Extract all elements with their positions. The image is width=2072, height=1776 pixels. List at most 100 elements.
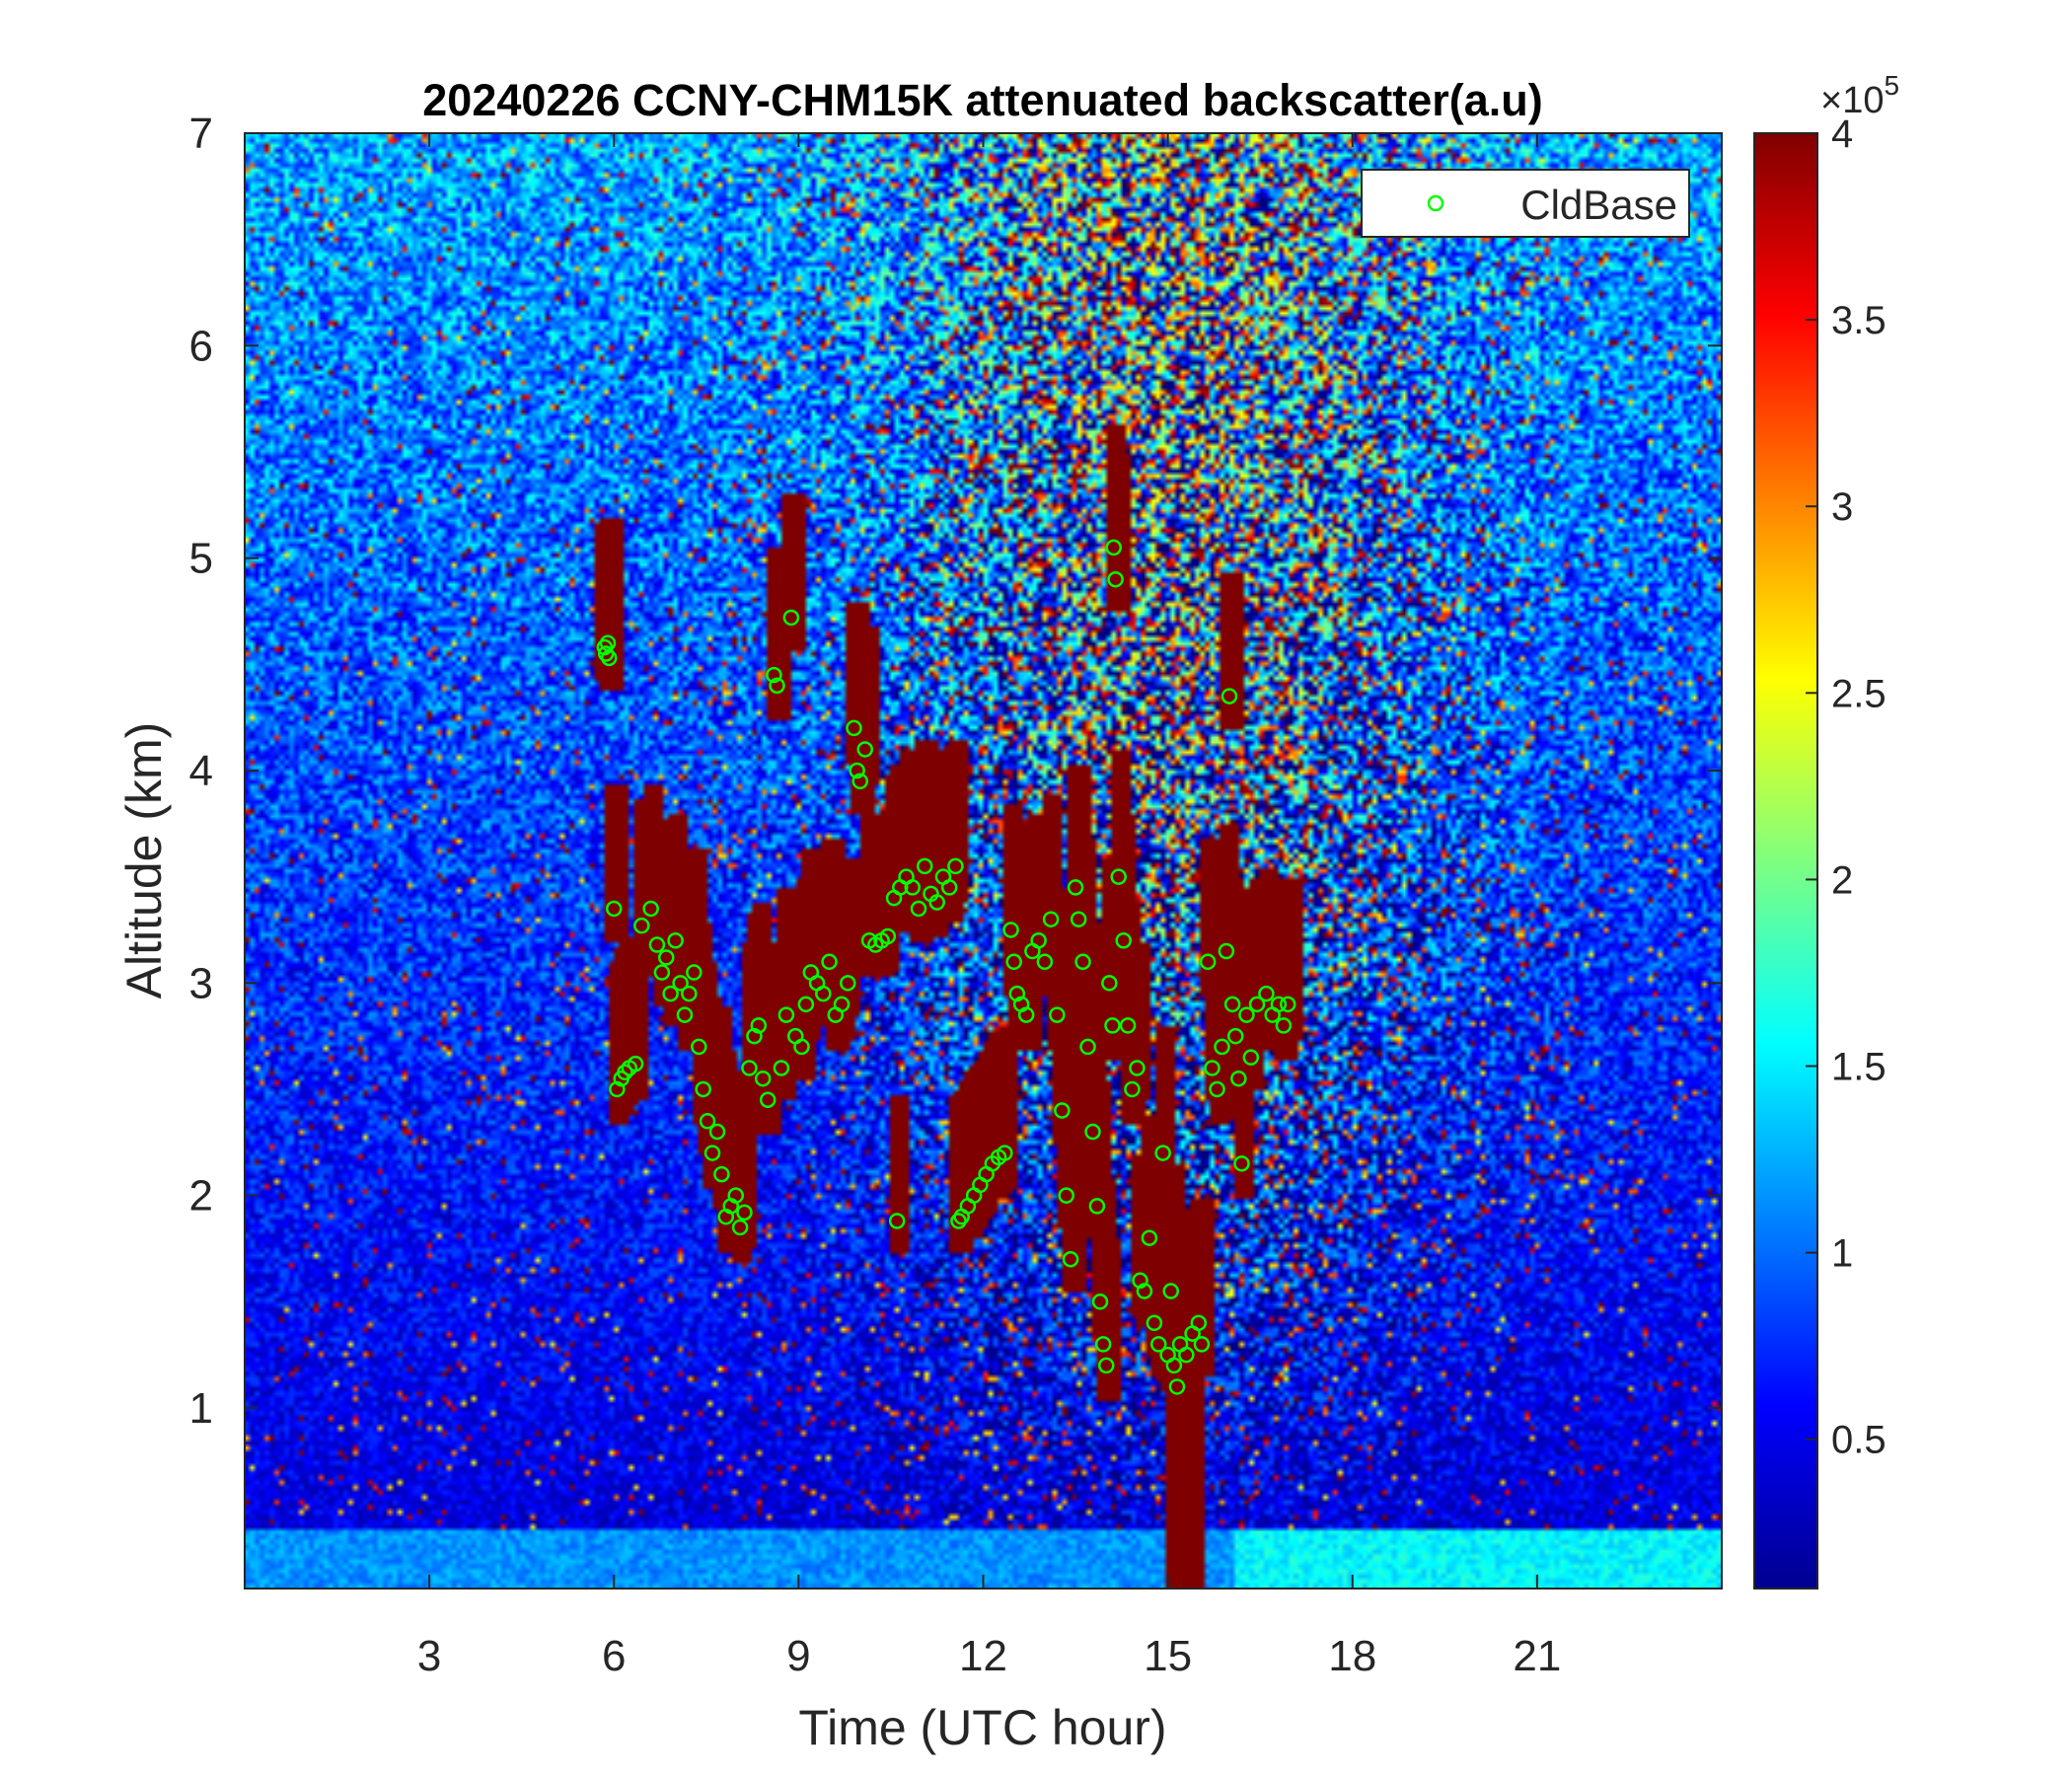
cloud-base-point	[1062, 1250, 1079, 1268]
colorbar-tick-label: 4	[1831, 112, 1853, 156]
cloud-base-point	[703, 1145, 721, 1161]
colorbar: 0.5 1 1.5 2 2.5 3 3.5 4 ×105	[1753, 70, 1899, 1590]
cloud-base-point	[741, 1060, 758, 1076]
cloud-base-point	[1178, 1346, 1195, 1364]
cloud-base-point	[1070, 911, 1087, 927]
cloud-base-point	[1168, 1378, 1186, 1395]
x-tick-label: 3	[417, 1632, 441, 1680]
cloud-base-point	[815, 985, 832, 1002]
cloud-base-point	[766, 666, 782, 684]
cloud-base-point	[642, 900, 659, 918]
cloud-base-point	[672, 975, 689, 992]
cloud-base-point	[1049, 1006, 1066, 1023]
colorbar-gradient	[1753, 132, 1818, 1590]
cloud-base-point	[1154, 1145, 1171, 1161]
cloud-base-point	[1242, 1049, 1260, 1066]
colorbar-tick-label: 2.5	[1831, 672, 1887, 715]
x-tick-label: 9	[786, 1632, 810, 1680]
cloud-base-point	[1074, 953, 1091, 971]
legend: CldBase	[1361, 169, 1690, 238]
cloud-base-point	[940, 879, 958, 896]
cloud-base-point	[777, 1006, 795, 1023]
cloud-base-point	[1091, 1294, 1109, 1310]
cloud-base-point	[1136, 1283, 1153, 1299]
cloud-base-point	[601, 649, 618, 667]
cloud-base-point	[1084, 1123, 1101, 1141]
x-tick-label: 18	[1328, 1632, 1376, 1680]
cloud-base-point	[1119, 1017, 1137, 1034]
cloud-base-point	[754, 1070, 772, 1087]
cloud-base-point	[916, 857, 933, 875]
cloud-base-point	[910, 900, 927, 918]
cloud-base-point	[1150, 1336, 1167, 1353]
x-axis-label: Time (UTC hour)	[798, 1700, 1166, 1755]
cloud-base-point	[1270, 996, 1288, 1013]
y-tick-label: 5	[189, 535, 213, 583]
colorbar-exponent-base: ×10	[1820, 80, 1884, 121]
colorbar-tick-label: 3.5	[1831, 299, 1887, 342]
cloud-base-point	[699, 1113, 716, 1130]
cloud-base-point	[1036, 953, 1054, 971]
cloud-base-point	[1275, 1017, 1293, 1034]
y-axis-label: Altitude (km)	[116, 722, 172, 999]
cloud-base-point	[1280, 996, 1296, 1013]
cloud-base-point	[849, 762, 865, 779]
cloud-base-point	[667, 931, 684, 949]
legend-entry-label: CldBase	[1520, 182, 1677, 228]
cloud-base-point	[662, 985, 679, 1002]
cloud-base-point	[1214, 1038, 1230, 1056]
cloud-base-point	[731, 1219, 749, 1236]
y-tick-label: 1	[189, 1384, 213, 1433]
cloud-base-point	[782, 609, 800, 627]
cloud-base-point	[1258, 985, 1275, 1002]
cloud-base-point	[1248, 996, 1266, 1013]
cloud-base-point	[713, 1165, 730, 1183]
cloud-base-point	[633, 917, 650, 934]
cloud-base-point	[947, 857, 964, 875]
colorbar-exponent-power: 5	[1884, 70, 1899, 101]
cloud-base-point	[1005, 953, 1022, 971]
cloud-base-point	[773, 1060, 790, 1076]
cloud-base-point	[1190, 1314, 1208, 1332]
cloud-base-point	[708, 1123, 726, 1141]
cloud-base-point	[736, 1204, 753, 1221]
cloud-base-point	[879, 927, 897, 945]
cloud-base-point	[727, 1187, 745, 1204]
plot-area	[244, 132, 1723, 1590]
cloud-base-point	[1129, 1060, 1146, 1076]
colorbar-exponent: ×105	[1820, 70, 1899, 121]
cloud-base-point	[1165, 1357, 1183, 1374]
cloud-base-point	[1101, 975, 1118, 992]
y-tick-label: 4	[189, 747, 213, 795]
cloud-base-point	[750, 1017, 768, 1034]
cloud-base-point	[1002, 922, 1019, 938]
cloud-base-point	[856, 741, 873, 758]
cloud-base-point	[1042, 911, 1060, 927]
y-axis: 1 2 3 4 5 6 7	[189, 110, 1722, 1433]
colorbar-tick-label: 1	[1831, 1232, 1853, 1276]
cloud-base-point	[793, 1038, 810, 1056]
cloud-base-point	[1067, 879, 1084, 896]
x-tick-label: 6	[602, 1632, 626, 1680]
cloud-base-point	[1209, 1080, 1225, 1098]
cloud-base-point	[1115, 931, 1132, 949]
cloud-base-point	[1124, 1080, 1141, 1098]
cloud-base-point	[1088, 1198, 1106, 1215]
cloud-base-point	[1226, 1027, 1244, 1045]
y-tick-label: 6	[189, 322, 213, 370]
cloud-base-point	[1058, 1187, 1074, 1204]
cloud-base-point	[1105, 539, 1122, 556]
cloud-base-point	[1193, 1336, 1211, 1353]
cloud-base-point	[797, 996, 815, 1013]
x-tick-label: 21	[1513, 1632, 1561, 1680]
cloud-base-point	[1223, 996, 1241, 1013]
cloud-base-markers	[596, 539, 1296, 1395]
cloud-base-point	[769, 677, 785, 695]
cloud-base-point	[1146, 1314, 1163, 1332]
y-tick-label: 7	[189, 110, 213, 158]
cloud-base-point	[648, 936, 666, 953]
cloud-base-point	[1221, 688, 1238, 704]
cloud-base-point	[1162, 1283, 1179, 1299]
cloud-base-point	[1230, 1070, 1247, 1087]
cloud-base-point	[695, 1080, 711, 1098]
